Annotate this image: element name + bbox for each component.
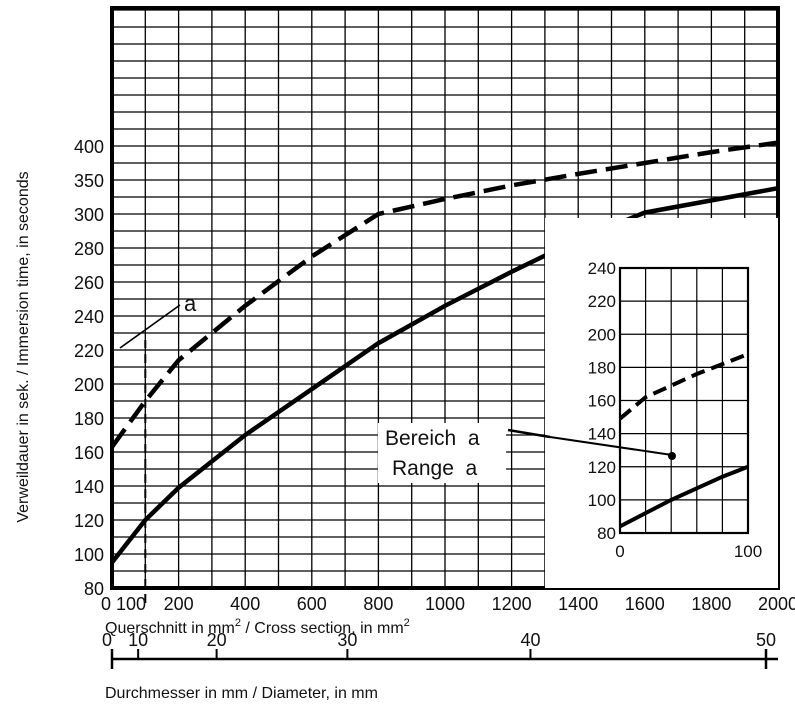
inset-y-tick-label: 200 — [588, 325, 616, 344]
y-tick-label: 240 — [74, 307, 104, 327]
diameter-tick-label: 0 — [102, 630, 112, 650]
y-tick-label: 260 — [74, 273, 104, 293]
x-tick-label: 1800 — [691, 594, 731, 614]
y-tick-label: 280 — [74, 239, 104, 259]
inset-y-tick-label: 180 — [588, 358, 616, 377]
diameter-tick-label: 30 — [337, 630, 357, 650]
diameter-tick-label: 20 — [207, 630, 227, 650]
inset-y-tick-label: 80 — [597, 524, 616, 543]
annotation-bereich: Bereich a — [385, 427, 480, 450]
x-tick-label: 100 — [116, 594, 146, 614]
x-tick-label: 1600 — [625, 594, 665, 614]
y-tick-label: 220 — [74, 341, 104, 361]
diameter-tick-label: 10 — [128, 630, 148, 650]
annotation-range: Range a — [392, 457, 478, 480]
x-tick-label: 600 — [297, 594, 327, 614]
annotation-pointer-a — [120, 305, 180, 348]
y-tick-label: 350 — [74, 171, 104, 191]
inset-y-tick-label: 140 — [588, 425, 616, 444]
diameter-tick-label: 40 — [520, 630, 540, 650]
inset-x-tick-label: 100 — [734, 542, 762, 561]
x-tick-label: 0 — [101, 594, 111, 614]
inset-y-tick-label: 120 — [588, 458, 616, 477]
annotation-a: a — [184, 291, 197, 316]
x-axis-label: Querschnitt in mm2 / Cross section, in m… — [105, 617, 410, 637]
y-tick-label: 180 — [74, 409, 104, 429]
x-axis-label-sup: 2 — [404, 617, 410, 629]
x-tick-label: 1200 — [492, 594, 532, 614]
inset-y-tick-label: 100 — [588, 491, 616, 510]
x-tick-label: 2000 — [758, 594, 795, 614]
inset-pointer-dot — [668, 452, 676, 460]
y-tick-label: 100 — [74, 545, 104, 565]
y-axis-label: Verweildauer in sek. / Immersion time, i… — [15, 171, 32, 522]
x-tick-label: 800 — [363, 594, 393, 614]
diameter-axis-label: Durchmesser in mm / Diameter, in mm — [105, 685, 378, 702]
inset-y-tick-label: 220 — [588, 292, 616, 311]
x-axis-label-part: / Cross section, in mm — [241, 620, 404, 637]
x-tick-label: 1400 — [558, 594, 598, 614]
inset-chart: 80 100 120 140 160 180 200 220 240 0 100 — [545, 218, 778, 588]
annotations: a Bereich a Range a — [120, 291, 550, 483]
y-tick-label: 120 — [74, 511, 104, 531]
inset-x-tick-label: 0 — [615, 542, 624, 561]
x-tick-label: 400 — [230, 594, 260, 614]
inset-y-tick-label: 240 — [588, 259, 616, 278]
range-pointer — [508, 430, 550, 437]
inset-y-tick-label: 160 — [588, 392, 616, 411]
x-tick-label: 1000 — [425, 594, 465, 614]
y-tick-label: 400 — [74, 137, 104, 157]
y-tick-label: 200 — [74, 375, 104, 395]
y-tick-label: 300 — [74, 205, 104, 225]
x-tick-label: 200 — [164, 594, 194, 614]
y-tick-label: 160 — [74, 443, 104, 463]
y-tick-label: 140 — [74, 477, 104, 497]
diameter-tick-label: 50 — [756, 630, 776, 650]
